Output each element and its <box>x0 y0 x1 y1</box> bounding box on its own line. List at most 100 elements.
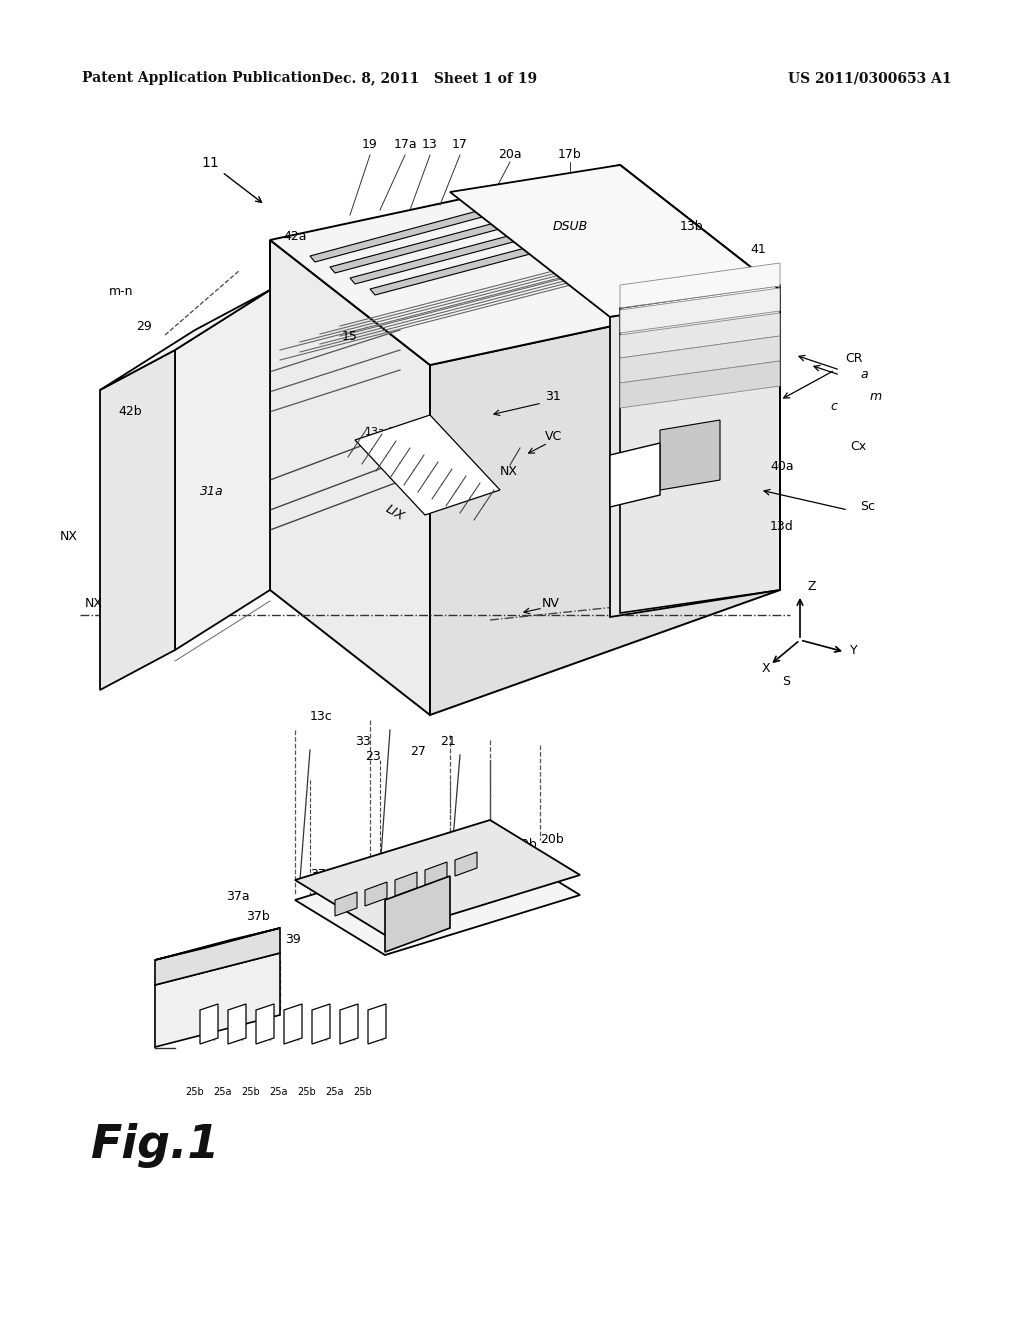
Polygon shape <box>155 953 280 1047</box>
Text: 13a,19a: 13a,19a <box>365 426 411 437</box>
Text: 31: 31 <box>545 389 561 403</box>
Text: 13: 13 <box>422 139 438 150</box>
Text: ALPHA: ALPHA <box>399 441 441 473</box>
Text: 21: 21 <box>440 735 456 748</box>
Polygon shape <box>284 1005 302 1044</box>
Text: NV: NV <box>542 597 560 610</box>
Text: m-n: m-n <box>109 285 133 298</box>
Polygon shape <box>350 202 641 284</box>
Text: 13c: 13c <box>310 710 333 723</box>
Text: Patent Application Publication: Patent Application Publication <box>82 71 322 84</box>
Text: Fig.1: Fig.1 <box>90 1122 219 1167</box>
Text: 11: 11 <box>201 156 219 170</box>
Text: Z: Z <box>808 579 816 593</box>
Text: 42a: 42a <box>284 230 307 243</box>
Text: 25b: 25b <box>185 1086 205 1097</box>
Polygon shape <box>610 444 660 507</box>
Text: 40b: 40b <box>513 838 537 851</box>
Text: 33: 33 <box>355 735 371 748</box>
Polygon shape <box>365 882 387 906</box>
Text: 13b: 13b <box>670 330 693 343</box>
Polygon shape <box>610 290 780 616</box>
Text: 37a: 37a <box>226 890 250 903</box>
Polygon shape <box>200 1005 218 1044</box>
Text: Cx: Cx <box>850 440 866 453</box>
Text: 23: 23 <box>365 750 381 763</box>
Polygon shape <box>312 1005 330 1044</box>
Polygon shape <box>620 337 780 383</box>
Polygon shape <box>155 928 280 985</box>
Text: 25b: 25b <box>353 1086 373 1097</box>
Text: NX: NX <box>60 531 78 543</box>
Text: a: a <box>860 368 867 381</box>
Text: 13b: 13b <box>680 220 703 234</box>
Polygon shape <box>355 414 500 515</box>
Polygon shape <box>330 190 623 273</box>
Text: 25: 25 <box>415 855 431 869</box>
Polygon shape <box>270 165 780 366</box>
Text: LIX: LIX <box>383 502 407 523</box>
Polygon shape <box>100 350 175 690</box>
Polygon shape <box>155 928 280 960</box>
Text: 25b: 25b <box>242 1086 260 1097</box>
Text: NX: NX <box>628 470 642 480</box>
Text: US 2011/0300653 A1: US 2011/0300653 A1 <box>788 71 952 84</box>
Polygon shape <box>295 820 580 935</box>
Text: 39: 39 <box>285 933 301 946</box>
Text: NX: NX <box>85 597 103 610</box>
Polygon shape <box>368 1005 386 1044</box>
Text: 41: 41 <box>750 243 766 256</box>
Text: 25b: 25b <box>298 1086 316 1097</box>
Polygon shape <box>455 851 477 876</box>
Text: NX: NX <box>500 465 518 478</box>
Polygon shape <box>620 263 780 308</box>
Text: Sc: Sc <box>860 500 874 513</box>
Text: 27: 27 <box>410 744 426 758</box>
Text: CR: CR <box>845 352 862 366</box>
Text: 37b: 37b <box>246 909 270 923</box>
Text: 19: 19 <box>362 139 378 150</box>
Text: 42b: 42b <box>118 405 141 418</box>
Text: 31a: 31a <box>200 484 223 498</box>
Text: 40a: 40a <box>770 459 794 473</box>
Text: 35a: 35a <box>478 855 497 865</box>
Polygon shape <box>310 178 605 261</box>
Polygon shape <box>100 290 270 389</box>
Text: 17a: 17a <box>393 139 417 150</box>
Text: S: S <box>782 675 790 688</box>
Polygon shape <box>620 165 780 590</box>
Text: X: X <box>762 663 771 675</box>
Polygon shape <box>228 1005 246 1044</box>
Polygon shape <box>295 840 580 954</box>
Text: 25a: 25a <box>269 1086 288 1097</box>
Text: 35b: 35b <box>455 865 474 874</box>
Text: Dec. 8, 2011   Sheet 1 of 19: Dec. 8, 2011 Sheet 1 of 19 <box>323 71 538 84</box>
Text: 13d: 13d <box>770 520 794 533</box>
Text: 17: 17 <box>452 139 468 150</box>
Polygon shape <box>660 420 720 490</box>
Text: 25a: 25a <box>214 1086 232 1097</box>
Text: DSUB: DSUB <box>552 220 588 234</box>
Text: 15: 15 <box>342 330 358 343</box>
Text: c: c <box>830 400 837 413</box>
Polygon shape <box>450 165 780 317</box>
Text: 20a: 20a <box>499 148 522 161</box>
Polygon shape <box>430 290 780 715</box>
Text: VC: VC <box>545 430 562 444</box>
Polygon shape <box>340 1005 358 1044</box>
Polygon shape <box>270 240 430 715</box>
Polygon shape <box>425 862 447 886</box>
Polygon shape <box>620 313 780 358</box>
Polygon shape <box>335 892 357 916</box>
Polygon shape <box>256 1005 274 1044</box>
Text: 20b: 20b <box>540 833 564 846</box>
Polygon shape <box>370 214 659 294</box>
Text: Y: Y <box>850 644 858 657</box>
Polygon shape <box>385 876 450 952</box>
Polygon shape <box>620 288 780 333</box>
Polygon shape <box>395 873 417 896</box>
Text: 25a: 25a <box>326 1086 344 1097</box>
Polygon shape <box>175 290 270 649</box>
Text: 29: 29 <box>136 319 152 333</box>
Text: 37: 37 <box>310 869 326 880</box>
